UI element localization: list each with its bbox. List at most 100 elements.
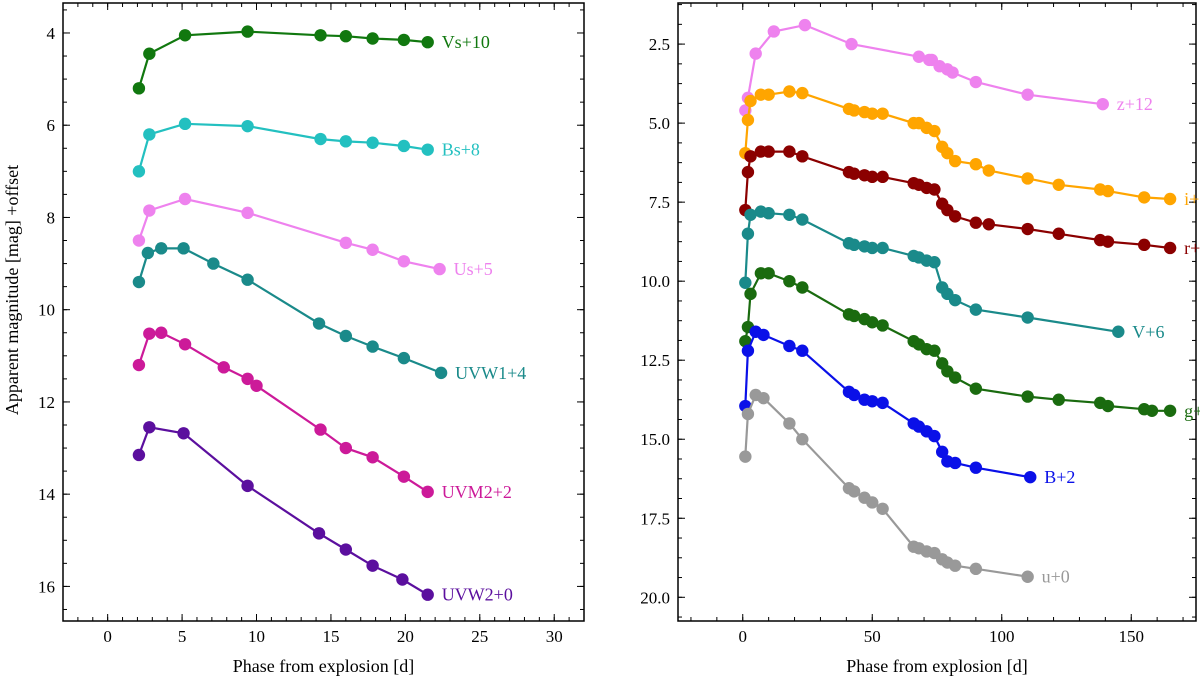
data-point [876,241,889,255]
data-point [207,257,220,270]
series-label: B+2 [1044,467,1075,487]
x-tick-label: 20 [397,627,414,646]
series-line [137,197,440,271]
data-point [366,451,379,464]
data-point [241,25,254,38]
data-point [969,216,983,229]
data-point [912,50,926,63]
data-point [948,371,962,384]
data-point [847,238,861,252]
data-point [941,146,954,160]
x-tick-label: 25 [471,627,488,646]
data-point [757,391,770,405]
x-tick-label: 5 [178,627,187,646]
series-label: u+0 [1042,567,1070,587]
data-point [1021,311,1034,324]
data-point [314,132,327,146]
data-point [339,441,353,455]
y-tick-label: 10.0 [640,272,670,291]
data-point [132,358,146,372]
data-point [783,145,796,158]
data-point [741,165,755,179]
data-point [1021,222,1034,236]
plot-frame [62,2,585,622]
x-axis-label: Phase from explosion [d] [233,656,414,676]
y-tick-label: 12.5 [640,351,670,370]
data-point [421,485,434,499]
data-point [1163,241,1177,255]
y-tick-label: 17.5 [640,509,670,528]
data-point [1138,191,1151,204]
data-point [982,218,995,231]
data-point [935,445,949,459]
series-r+8: r+8 [739,145,1200,258]
data-point [339,135,353,148]
data-point [876,396,889,410]
data-point [866,241,879,255]
series-label: i+10 [1184,189,1200,209]
series-Vs+10: Vs+10 [132,25,490,95]
data-point [783,274,796,288]
data-point [241,206,254,220]
right-panel: 0 50 100 150 2.5 5.0 7.5 10.0 12.5 15.0 17.5 20.0 Ph… [640,2,1200,676]
data-point [1101,399,1115,413]
data-point [177,242,190,255]
data-point [1163,192,1177,206]
y-tick-label: 14 [38,485,56,504]
data-point [767,25,781,38]
data-point [178,338,192,351]
x-tick-label: 50 [864,627,881,646]
data-point [397,255,411,268]
series-label: Us+5 [454,259,493,279]
data-point [847,485,861,498]
data-point [1021,172,1034,185]
data-point [796,86,809,100]
series-label: Vs+10 [442,32,490,52]
data-point [741,227,755,240]
data-point [796,213,809,226]
series-UVM2+2: UVM2+2 [132,326,512,502]
data-point [366,559,379,572]
data-point [982,164,995,177]
data-point [739,276,752,289]
data-point [421,36,434,49]
series-label: z+12 [1117,94,1153,114]
data-point [762,207,775,220]
x-axis-label: Phase from explosion [d] [846,656,1027,676]
y-tick-label: 16 [38,577,55,596]
data-point [1145,404,1159,417]
x-tick-label: 0 [103,627,112,646]
data-point [132,234,146,247]
y-tick-label: 4 [47,24,56,43]
series-label: Bs+8 [442,140,480,160]
y-tick-label: 12 [38,393,55,412]
left-panel: 0 5 10 15 20 25 30 4 6 8 10 12 14 16 Phase from explos… [38,2,585,676]
data-point [969,158,983,171]
data-point [744,94,757,108]
data-point [741,407,755,421]
data-point [397,33,411,47]
data-point [1112,325,1125,338]
data-point [1021,570,1034,583]
data-point [366,243,379,256]
y-tick-label: 7.5 [649,193,670,212]
data-point [1101,184,1115,198]
series-line [137,426,429,596]
data-point [928,344,941,357]
data-point [339,30,353,43]
data-point [143,421,156,434]
data-point [928,429,941,443]
series-label: V+6 [1132,322,1164,342]
data-point [143,128,156,141]
data-point [866,496,879,509]
series-UVW1+4: UVW1+4 [132,242,526,383]
data-point [744,287,757,301]
series-g+4: g+4 [739,267,1200,421]
data-point [143,327,156,340]
data-point [948,154,962,168]
data-point [1096,97,1109,111]
data-point [141,246,155,260]
data-point [948,456,962,470]
data-point [969,382,983,395]
